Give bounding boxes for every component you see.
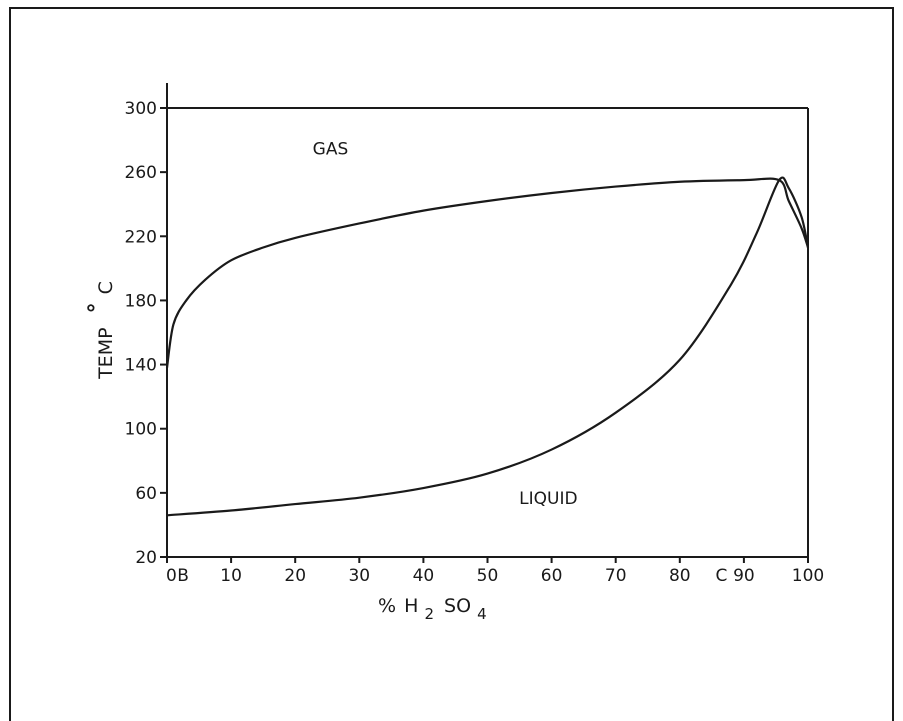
x-axis-title: % H 2 SO 4 (378, 595, 487, 624)
x-tick-label: 90 (733, 566, 755, 586)
y-tick-label: 20 (135, 548, 157, 568)
y-axis-title-unit: C (95, 281, 117, 294)
x-tick-label: 0 (166, 566, 177, 586)
axes-group (166, 83, 809, 561)
y-axis-title-main: TEMP (95, 327, 117, 379)
point-label-b: B (177, 566, 189, 586)
x-tick-label: 40 (413, 566, 435, 586)
x-tick-label: 60 (541, 566, 563, 586)
vapor-curve (165, 177, 810, 368)
x-tick-label: 50 (477, 566, 499, 586)
y-tick-label: 300 (125, 99, 157, 119)
point-label-c: C (716, 566, 728, 586)
y-tick-label: 100 (125, 420, 157, 440)
x-tick-label: 80 (669, 566, 691, 586)
x-tick-label: 10 (220, 566, 242, 586)
x-axis-title-sub2: 4 (477, 605, 487, 623)
y-tick-label: 180 (125, 291, 157, 311)
x-axis-title-prefix: % (378, 595, 396, 617)
y-tick-label: 260 (125, 163, 157, 183)
region-label-gas: GAS (313, 140, 349, 160)
x-tick-label: 100 (792, 566, 824, 586)
figure-frame (9, 7, 894, 721)
y-axis-title-degree: ° (85, 302, 110, 313)
labels-group: GAS LIQUID (313, 140, 578, 510)
x-tick-label: 70 (605, 566, 627, 586)
y-tick-label: 220 (125, 227, 157, 247)
liquid-curve (166, 176, 810, 517)
x-tick-label: 20 (284, 566, 306, 586)
y-tick-label: 140 (125, 356, 157, 376)
y-tick-label: 60 (135, 484, 157, 504)
y-axis-title: TEMP ° C (85, 281, 117, 380)
ticks-group: 20 60 100 140 180 220 260 300 0 10 20 30 40 50 60 70 80 9… (125, 99, 825, 586)
x-axis-title-h: H (404, 595, 418, 617)
region-label-liquid: LIQUID (519, 489, 577, 509)
x-axis-title-sub1: 2 (424, 605, 434, 623)
x-tick-label: 30 (348, 566, 370, 586)
x-axis-title-so: SO (444, 595, 471, 617)
curves-group (165, 176, 810, 517)
